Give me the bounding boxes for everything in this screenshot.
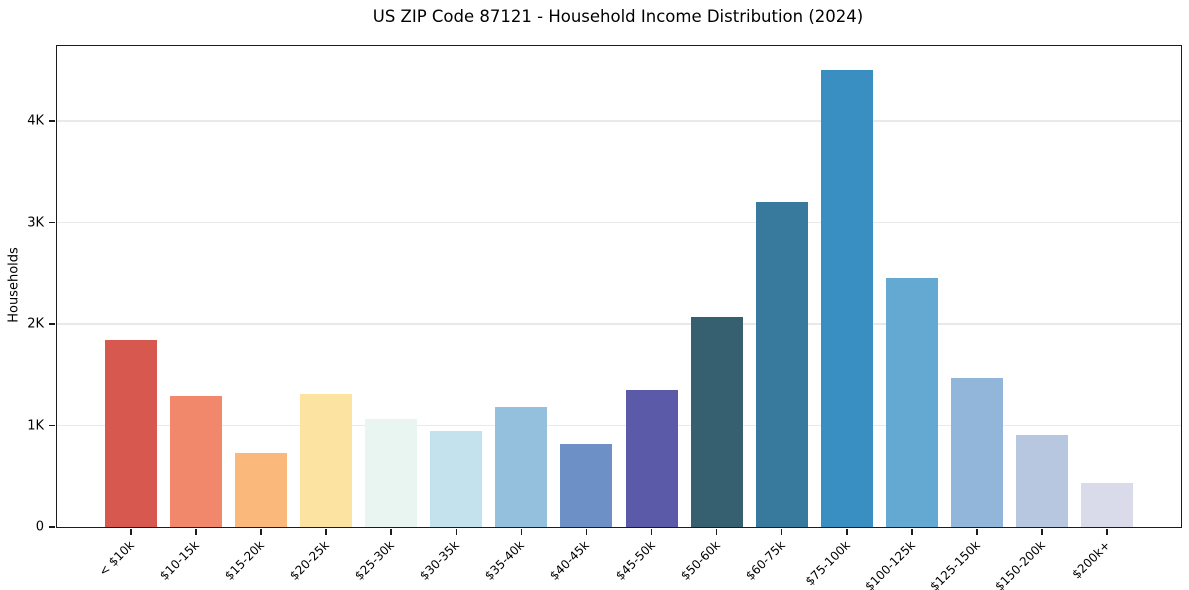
gridline-y-3K bbox=[57, 221, 1181, 224]
x-tick-label: $60-75k bbox=[742, 538, 788, 583]
bar bbox=[1015, 434, 1068, 527]
y-tick-label: 2K bbox=[27, 316, 44, 332]
x-tick-mark bbox=[390, 528, 393, 535]
chart-title: US ZIP Code 87121 - Household Income Dis… bbox=[372, 7, 864, 26]
x-tick-mark bbox=[976, 528, 978, 535]
x-tick-label: $15-20k bbox=[222, 538, 268, 583]
x-tick-mark bbox=[455, 528, 458, 535]
y-axis-label: Households bbox=[6, 247, 22, 323]
x-tick-label: $45-50k bbox=[612, 538, 658, 583]
x-tick-label: $10-15k bbox=[157, 538, 202, 583]
y-tick-label: 4K bbox=[27, 113, 44, 129]
x-tick-label: $25-30k bbox=[352, 538, 398, 583]
x-tick-mark bbox=[260, 528, 262, 535]
y-tick-mark bbox=[49, 221, 56, 224]
bar bbox=[300, 393, 353, 527]
bar bbox=[625, 390, 678, 527]
x-tick-mark bbox=[585, 528, 588, 535]
x-tick-mark bbox=[845, 528, 848, 535]
x-tick-mark bbox=[520, 528, 523, 535]
bar bbox=[1081, 483, 1133, 527]
bar bbox=[885, 278, 938, 527]
x-tick-label: $150-200k bbox=[992, 538, 1048, 590]
x-tick-label: $50-60k bbox=[677, 538, 723, 583]
x-tick-mark bbox=[1106, 528, 1108, 535]
y-tick-mark bbox=[49, 120, 56, 122]
x-tick-mark bbox=[650, 528, 653, 535]
y-tick-mark bbox=[49, 526, 56, 528]
bar bbox=[560, 444, 613, 527]
y-tick-label: 0 bbox=[35, 519, 44, 535]
x-tick-label: $100-125k bbox=[862, 538, 918, 590]
bar bbox=[235, 453, 288, 527]
gridline-y-4K bbox=[57, 120, 1181, 122]
x-tick-label: $75-100k bbox=[802, 538, 853, 589]
bar bbox=[495, 406, 548, 527]
bar bbox=[430, 430, 483, 527]
x-tick-label: $125-150k bbox=[927, 538, 983, 590]
y-tick-label: 1K bbox=[27, 418, 44, 434]
x-tick-mark bbox=[715, 528, 718, 535]
x-tick-label: < $10k bbox=[96, 538, 137, 579]
bar bbox=[105, 340, 157, 527]
bar bbox=[690, 316, 743, 527]
x-tick-mark bbox=[325, 528, 327, 535]
y-tick-mark bbox=[49, 424, 56, 427]
y-tick-mark bbox=[49, 323, 56, 325]
bar bbox=[365, 418, 418, 527]
x-tick-label: $200k+ bbox=[1069, 538, 1113, 582]
gridline-y-1K bbox=[57, 424, 1181, 427]
bar bbox=[950, 377, 1003, 527]
x-tick-mark bbox=[130, 528, 132, 535]
plot-area: 0 1K 2K 3K 4K bbox=[27, 45, 1182, 535]
x-tick-mark bbox=[195, 528, 197, 535]
x-tick-label: $30-35k bbox=[417, 538, 463, 583]
x-tick-label: $40-45k bbox=[547, 538, 593, 583]
x-axis-labels: < $10k $10-15k $15-20k $20-25k $25-30k $30-35… bbox=[56, 528, 1180, 590]
bar bbox=[820, 70, 873, 527]
x-tick-mark bbox=[1041, 528, 1043, 535]
bar bbox=[170, 395, 223, 527]
x-tick-label: $20-25k bbox=[287, 538, 333, 583]
bar bbox=[755, 202, 808, 527]
x-tick-mark bbox=[911, 528, 913, 535]
gridline-y-2K bbox=[57, 323, 1181, 325]
x-tick-label: $35-40k bbox=[482, 538, 528, 583]
y-tick-label: 3K bbox=[27, 215, 44, 231]
x-tick-mark bbox=[780, 528, 783, 535]
